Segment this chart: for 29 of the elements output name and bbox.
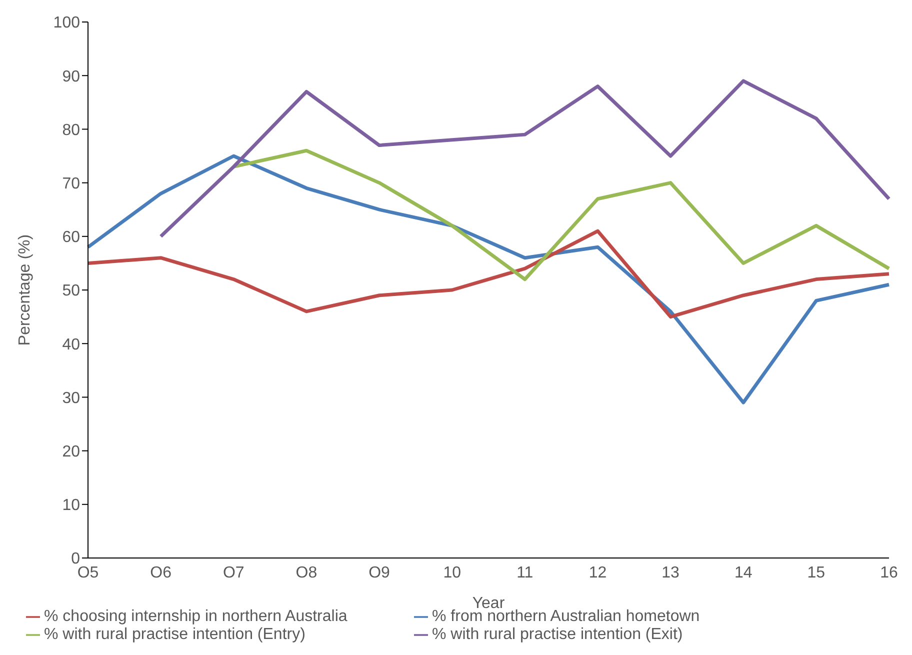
x-tick-label: O8 — [296, 564, 318, 582]
line-series — [86, 229, 891, 319]
legend-label: % choosing internship in northern Australia — [44, 608, 348, 626]
y-tick-label: 50 — [62, 282, 80, 300]
line-series — [232, 148, 891, 282]
y-tick-label: 90 — [62, 68, 80, 86]
y-tick-label: 100 — [53, 14, 80, 32]
line-series — [86, 154, 891, 404]
x-tick-label: 13 — [662, 564, 680, 582]
line-series — [159, 79, 891, 238]
x-tick-label: O7 — [222, 564, 244, 582]
x-tick-label: 12 — [588, 564, 607, 582]
y-tick-label: 40 — [62, 336, 80, 354]
y-tick-label: 10 — [62, 497, 80, 514]
legend-label: % with rural practise intention (Entry) — [44, 626, 306, 644]
y-tick-label: 60 — [62, 229, 80, 246]
x-tick-label: 15 — [807, 564, 826, 582]
y-tick-label: 70 — [62, 175, 80, 192]
x-tick-label: 16 — [880, 564, 898, 582]
legend-label: % with rural practise intention (Exit) — [432, 626, 684, 644]
x-tick-label: 14 — [734, 564, 752, 582]
y-tick-label: 80 — [62, 122, 80, 139]
x-tick-label: O9 — [368, 564, 390, 582]
x-tick-label: 11 — [516, 564, 534, 582]
y-tick-label: 20 — [62, 443, 80, 460]
y-axis-title: Percentage (%) — [16, 234, 34, 346]
x-tick-label: 10 — [443, 564, 462, 582]
y-tick-label: 30 — [62, 390, 80, 407]
x-tick-label: O6 — [150, 564, 172, 582]
